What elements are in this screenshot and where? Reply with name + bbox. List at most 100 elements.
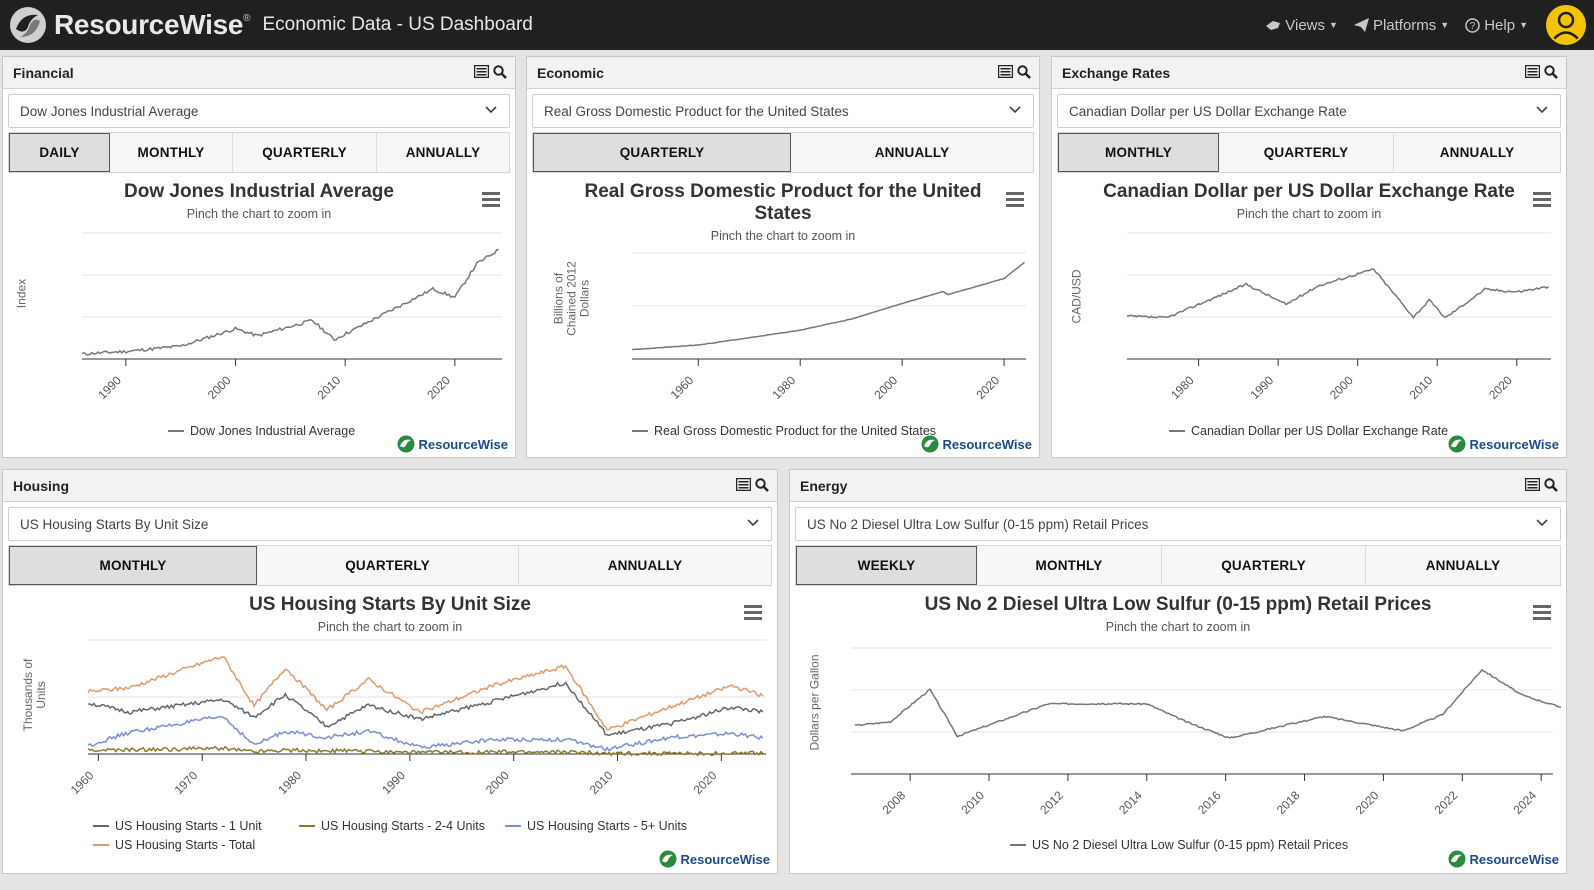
nav-help[interactable]: ? Help ▼ (1465, 17, 1528, 34)
resourcewise-watermark[interactable]: ResourceWise (921, 435, 1032, 453)
panel-tools (998, 65, 1031, 79)
legend-item[interactable]: US Housing Starts - 1 Unit (93, 819, 262, 833)
frequency-button-weekly[interactable]: WEEKLY (796, 546, 977, 585)
x-tick-label: 2010 (587, 768, 616, 797)
resourcewise-watermark[interactable]: ResourceWise (397, 435, 508, 453)
zoom-icon[interactable] (755, 478, 769, 492)
frequency-button-quarterly[interactable]: QUARTERLY (1162, 546, 1366, 585)
x-tick-label: 2020 (424, 373, 453, 402)
frequency-button-quarterly[interactable]: QUARTERLY (533, 133, 791, 172)
x-tick-label: 2024 (1511, 788, 1540, 817)
frequency-button-monthly[interactable]: MONTHLY (110, 133, 233, 172)
frequency-button-quarterly[interactable]: QUARTERLY (1219, 133, 1394, 172)
series-select[interactable]: Real Gross Domestic Product for the Unit… (532, 94, 1034, 128)
plot: 1960 1980 2000 2020 (631, 252, 1026, 402)
frequency-button-quarterly[interactable]: QUARTERLY (257, 546, 519, 585)
chart-menu-icon[interactable] (1006, 192, 1024, 207)
chart-container[interactable]: Dow Jones Industrial Average Pinch the c… (8, 179, 510, 453)
x-tick-label: 2016 (1195, 788, 1224, 817)
table-view-icon[interactable] (474, 65, 489, 78)
frequency-button-daily[interactable]: DAILY (9, 133, 110, 172)
legend-label: US Housing Starts - 2-4 Units (321, 819, 485, 833)
x-tick-label: 2010 (958, 788, 987, 817)
legend-item[interactable]: Real Gross Domestic Product for the Unit… (632, 424, 936, 438)
legend-item[interactable]: Canadian Dollar per US Dollar Exchange R… (1169, 424, 1448, 438)
x-tick-label: 2012 (1037, 788, 1066, 817)
panel-title: Housing (13, 477, 69, 494)
zoom-icon[interactable] (1544, 478, 1558, 492)
user-avatar-button[interactable] (1546, 5, 1586, 45)
series-select[interactable]: Canadian Dollar per US Dollar Exchange R… (1057, 94, 1561, 128)
x-tick-label: 2022 (1432, 788, 1461, 817)
frequency-button-monthly[interactable]: MONTHLY (977, 546, 1162, 585)
legend-swatch (505, 825, 521, 827)
chart-title: Canadian Dollar per US Dollar Exchange R… (1103, 181, 1515, 202)
frequency-button-monthly[interactable]: MONTHLY (1058, 133, 1219, 172)
legend-item[interactable]: US Housing Starts - 5+ Units (505, 819, 687, 833)
nav-views[interactable]: Views ▼ (1265, 17, 1338, 34)
legend-item[interactable]: US Housing Starts - Total (93, 838, 255, 852)
brand[interactable]: ResourceWise ® (8, 5, 251, 45)
zoom-icon[interactable] (493, 65, 507, 79)
panel-header: Housing (3, 470, 777, 502)
zoom-icon[interactable] (1544, 65, 1558, 79)
series-select[interactable]: Dow Jones Industrial Average (8, 94, 510, 128)
chart-container[interactable]: US No 2 Diesel Ultra Low Sulfur (0-15 pp… (795, 592, 1562, 869)
frequency-button-annually[interactable]: ANNUALLY (1394, 133, 1560, 172)
chevron-down-icon (747, 519, 759, 527)
chart-menu-icon[interactable] (744, 605, 762, 620)
legend-swatch (168, 430, 184, 432)
chart-container[interactable]: Real Gross Domestic Product for the Unit… (532, 179, 1034, 453)
series-select[interactable]: US Housing Starts By Unit Size (8, 507, 772, 541)
resourcewise-watermark[interactable]: ResourceWise (1448, 850, 1559, 868)
chart-menu-icon[interactable] (1533, 605, 1551, 620)
frequency-button-annually[interactable]: ANNUALLY (1366, 546, 1560, 585)
x-tick-label: 2014 (1116, 788, 1145, 817)
legend-item[interactable]: Dow Jones Industrial Average (168, 424, 355, 438)
user-icon (1552, 11, 1580, 41)
chart-container[interactable]: US Housing Starts By Unit Size Pinch the… (8, 592, 772, 869)
table-view-icon[interactable] (736, 478, 751, 491)
panel-title: Energy (800, 477, 848, 494)
chart-subtitle: Pinch the chart to zoom in (1236, 207, 1382, 221)
frequency-button-annually[interactable]: ANNUALLY (791, 133, 1033, 172)
table-view-icon[interactable] (998, 65, 1013, 78)
legend-label: US Housing Starts - 1 Unit (115, 819, 262, 833)
x-tick-label: 2000 (205, 373, 234, 402)
chart-menu-icon[interactable] (1533, 192, 1551, 207)
watermark-text: ResourceWise (1469, 436, 1559, 452)
series-select[interactable]: US No 2 Diesel Ultra Low Sulfur (0-15 pp… (795, 507, 1561, 541)
frequency-button-annually[interactable]: ANNUALLY (519, 546, 771, 585)
legend-label: Dow Jones Industrial Average (190, 424, 356, 438)
chart-title: US No 2 Diesel Ultra Low Sulfur (0-15 pp… (924, 594, 1432, 615)
x-tick-label: 2010 (1407, 373, 1436, 402)
frequency-button-quarterly[interactable]: QUARTERLY (233, 133, 377, 172)
panel-tools (474, 65, 507, 79)
series-select-value: US Housing Starts By Unit Size (20, 516, 209, 532)
frequency-button-group: DAILY MONTHLY QUARTERLY ANNUALLY (8, 132, 510, 173)
resourcewise-logo-icon (397, 435, 415, 453)
frequency-button-monthly[interactable]: MONTHLY (9, 546, 257, 585)
legend-swatch (299, 825, 315, 827)
table-view-icon[interactable] (1525, 65, 1540, 78)
frequency-button-group: MONTHLY QUARTERLY ANNUALLY (1057, 132, 1561, 173)
zoom-icon[interactable] (1017, 65, 1031, 79)
x-tick-label: 2020 (973, 373, 1002, 402)
frequency-button-annually[interactable]: ANNUALLY (377, 133, 509, 172)
resourcewise-watermark[interactable]: ResourceWise (1448, 435, 1559, 453)
table-view-icon[interactable] (1525, 478, 1540, 491)
chart-container[interactable]: Canadian Dollar per US Dollar Exchange R… (1057, 179, 1561, 453)
legend-label: US No 2 Diesel Ultra Low Sulfur (0-15 pp… (1032, 838, 1349, 852)
legend-item[interactable]: US No 2 Diesel Ultra Low Sulfur (0-15 pp… (1010, 838, 1348, 852)
legend-label: Real Gross Domestic Product for the Unit… (654, 424, 937, 438)
chart-subtitle: Pinch the chart to zoom in (1105, 620, 1251, 634)
panel-title: Exchange Rates (1062, 64, 1171, 81)
chart-menu-icon[interactable] (482, 192, 500, 207)
nav-platforms[interactable]: Platforms ▼ (1353, 17, 1449, 34)
legend-item[interactable]: US Housing Starts - 2-4 Units (299, 819, 485, 833)
panel-header: Exchange Rates (1052, 57, 1566, 89)
nav-help-label: Help (1484, 16, 1516, 34)
series-line (631, 261, 1025, 351)
legend-label: Canadian Dollar per US Dollar Exchange R… (1191, 424, 1449, 438)
resourcewise-watermark[interactable]: ResourceWise (659, 850, 770, 868)
